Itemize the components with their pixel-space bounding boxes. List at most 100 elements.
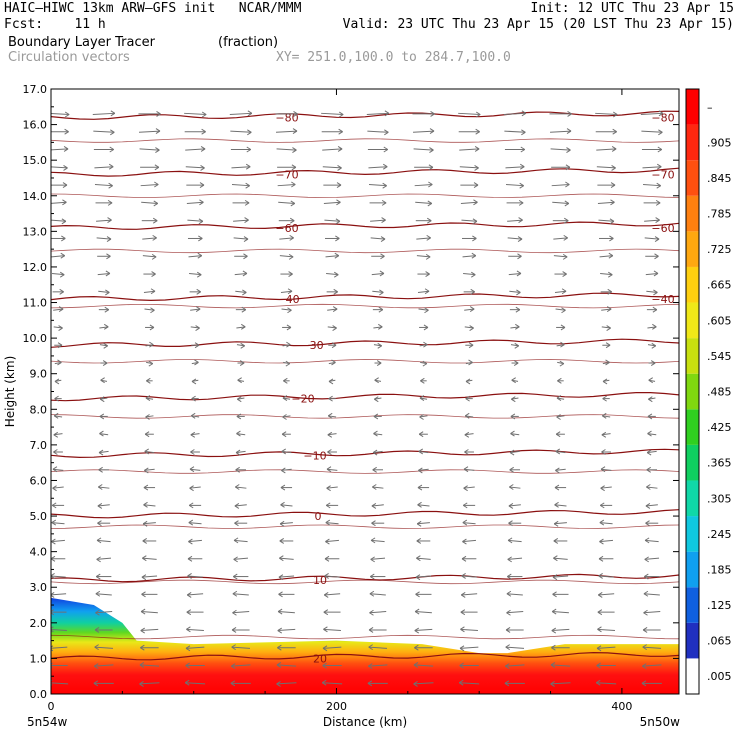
wind-vector bbox=[237, 377, 245, 384]
wind-vector bbox=[598, 573, 614, 579]
wind-vector bbox=[373, 413, 382, 420]
wind-vector bbox=[99, 342, 108, 349]
wind-vector bbox=[51, 502, 65, 509]
wind-vector bbox=[191, 395, 199, 402]
wind-vector bbox=[52, 271, 65, 278]
wind-vector bbox=[324, 218, 341, 225]
wind-vector bbox=[190, 412, 200, 419]
wind-vector bbox=[51, 609, 67, 616]
wind-vector bbox=[97, 484, 110, 490]
wind-vector bbox=[503, 110, 527, 117]
wind-vector bbox=[54, 378, 62, 385]
wind-vector bbox=[550, 662, 571, 668]
wind-vector bbox=[370, 217, 386, 223]
wind-vector bbox=[325, 252, 340, 259]
wind-vector bbox=[233, 537, 248, 544]
wind-vector bbox=[555, 307, 566, 314]
tracer-field bbox=[51, 597, 679, 694]
wind-vector bbox=[416, 538, 431, 544]
wind-vector bbox=[323, 609, 341, 616]
wind-vector bbox=[600, 271, 613, 278]
wind-vector bbox=[100, 377, 108, 384]
wind-vector bbox=[279, 234, 294, 241]
wind-vector bbox=[324, 555, 340, 562]
wind-vector bbox=[417, 484, 430, 491]
wind-vector bbox=[325, 538, 339, 545]
wind-vector bbox=[186, 182, 205, 189]
colorbar-label: .305 bbox=[707, 492, 732, 505]
left-endpoint-label: 5n54w bbox=[27, 715, 68, 729]
wind-vector bbox=[413, 681, 434, 687]
wind-vector bbox=[420, 377, 427, 384]
colorbar-label: .845 bbox=[707, 172, 732, 185]
wind-vector bbox=[277, 608, 295, 615]
wind-vector bbox=[505, 182, 524, 189]
wind-vector bbox=[186, 592, 204, 598]
wind-vector bbox=[601, 412, 611, 419]
wind-vector bbox=[233, 217, 249, 223]
wind-vector bbox=[186, 199, 204, 206]
wind-vector bbox=[464, 325, 474, 331]
wind-vector bbox=[322, 645, 342, 652]
wind-vector bbox=[414, 164, 434, 171]
wind-vector bbox=[367, 680, 388, 687]
y-tick-label: 9.0 bbox=[30, 368, 48, 381]
wind-vector bbox=[140, 181, 159, 188]
wind-vector bbox=[463, 271, 476, 278]
wind-vector bbox=[416, 234, 431, 241]
wind-vector bbox=[145, 324, 155, 331]
wind-vector bbox=[413, 147, 434, 154]
wind-vector bbox=[95, 573, 112, 580]
wind-vector bbox=[642, 663, 662, 670]
isotherm-line bbox=[51, 303, 679, 309]
wind-vector bbox=[185, 145, 206, 152]
wind-vector bbox=[597, 609, 615, 616]
wind-vector bbox=[553, 253, 568, 260]
wind-vector bbox=[190, 306, 201, 312]
wind-vector bbox=[51, 182, 68, 189]
wind-vector bbox=[645, 520, 659, 527]
wind-vector bbox=[511, 396, 519, 403]
isotherm-label: −40 bbox=[651, 293, 674, 306]
header-line1-right: Init: 12 UTC Thu 23 Apr 15 bbox=[530, 1, 735, 16]
wind-vector bbox=[189, 288, 201, 295]
wind-vector bbox=[235, 289, 247, 296]
wind-vector bbox=[139, 662, 160, 668]
colorbar-label: .785 bbox=[707, 208, 732, 221]
wind-vector bbox=[96, 236, 112, 242]
y-tick-label: 8.0 bbox=[30, 403, 48, 416]
wind-vector bbox=[324, 573, 340, 579]
wind-vector bbox=[93, 680, 114, 687]
wind-vector bbox=[368, 663, 388, 670]
isotherm-label: −60 bbox=[275, 222, 298, 235]
wind-vector bbox=[601, 306, 612, 312]
axes: 0.0 1.0 2.0 3.0 4.0 5.0 6.0 7.0 8.0 9.0 10.0 11.0 12… bbox=[3, 83, 680, 729]
wind-vector bbox=[601, 325, 611, 331]
wind-vector bbox=[368, 644, 388, 651]
isotherm-label: 10 bbox=[313, 574, 327, 587]
wind-vector bbox=[191, 342, 200, 349]
wind-vector bbox=[602, 395, 610, 402]
wind-vector bbox=[510, 323, 520, 330]
wind-vector bbox=[94, 627, 113, 633]
isotherm-label: 20 bbox=[313, 652, 327, 665]
wind-vector bbox=[97, 253, 111, 260]
wind-vector bbox=[190, 431, 200, 438]
header-line1-left: HAIC–HIWC 13km ARW–GFS init NCAR/MMM bbox=[4, 1, 302, 16]
colorbar-swatch bbox=[686, 160, 699, 196]
wind-vector bbox=[188, 519, 202, 526]
wind-vector bbox=[460, 626, 478, 633]
wind-vector bbox=[186, 626, 204, 633]
wind-vector bbox=[602, 359, 610, 366]
wind-vector bbox=[279, 555, 294, 562]
wind-vector bbox=[51, 555, 66, 562]
y-tick-label: 12.0 bbox=[23, 261, 48, 274]
wind-vector bbox=[236, 342, 245, 349]
wind-vector bbox=[647, 323, 657, 330]
wind-vector bbox=[509, 484, 521, 490]
wind-vector bbox=[188, 502, 202, 509]
y-tick-label: 10.0 bbox=[23, 332, 48, 345]
wind-vector bbox=[145, 414, 154, 420]
wind-vector bbox=[231, 182, 250, 189]
wind-vector bbox=[98, 449, 109, 456]
